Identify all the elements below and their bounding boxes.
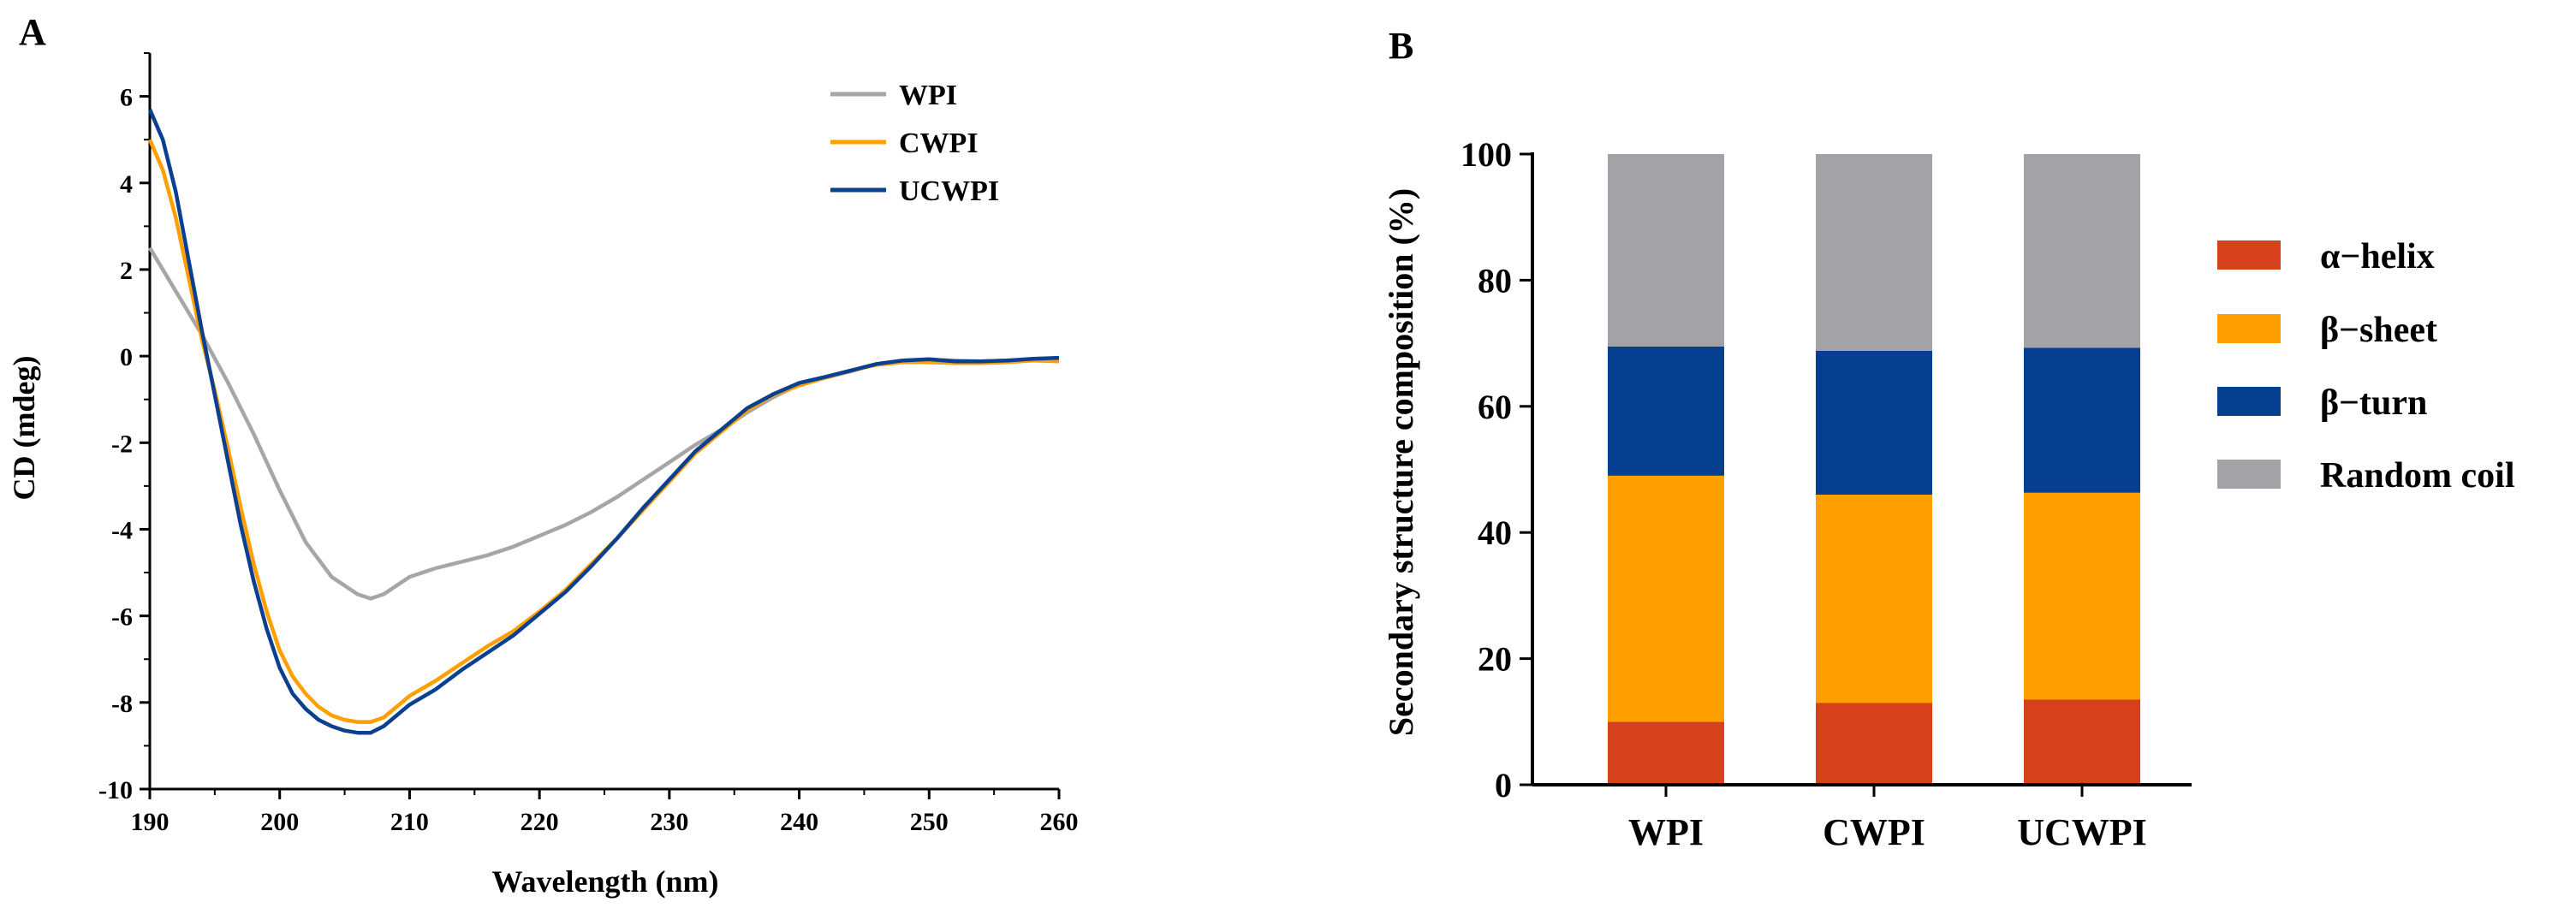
- panel-a-x-tick-label: 190: [131, 808, 170, 836]
- panel-a-y-axis-label: CD (mdeg): [7, 356, 41, 501]
- bar-segment-ucwpi-sheet: [2024, 492, 2140, 700]
- panel-b-y-tick-label: 80: [1478, 261, 1512, 300]
- panel-a-y-ticks: -10 -8 -6 -4 -2 0 2 4 6: [98, 52, 150, 804]
- legend-swatch-helix: [2217, 240, 2281, 270]
- panel-a-y-tick-label: -4: [111, 516, 133, 544]
- panel-a-x-tick-label: 260: [1040, 808, 1079, 836]
- panel-b-legend: α−helix β−sheet β−turn Random coil: [2217, 237, 2515, 496]
- panel-b-x-tick-label-cwpi: CWPI: [1823, 811, 1925, 853]
- series-line-cwpi: [147, 139, 1060, 724]
- series-line-wpi: [148, 246, 1059, 601]
- bar-segment-wpi-turn: [1608, 346, 1724, 476]
- legend-label-turn: β−turn: [2320, 383, 2427, 423]
- panel-b-y-ticks: 0 20 40 60 80 100: [1461, 135, 1532, 804]
- panel-a-x-tick-label: 230: [650, 808, 688, 836]
- bar-segment-cwpi-sheet: [1816, 494, 1932, 703]
- panel-b-x-ticks: WPI CWPI UCWPI: [1628, 785, 2147, 853]
- panel-a-y-tick-label: -10: [98, 776, 133, 804]
- legend-label-cwpi: CWPI: [899, 128, 979, 159]
- panel-b-y-tick-label: 40: [1478, 513, 1512, 552]
- panel-a-y-tick-label: -6: [111, 603, 133, 632]
- bar-segment-cwpi-helix: [1816, 703, 1932, 785]
- legend-label-random-coil: Random coil: [2320, 456, 2515, 496]
- panel-a-y-tick-label: 4: [120, 170, 133, 199]
- panel-a-x-tick-label: 200: [260, 808, 299, 836]
- panel-b-x-tick-label-wpi: WPI: [1628, 811, 1704, 853]
- panel-a-y-tick-label: -8: [111, 690, 133, 718]
- panel-a-y-tick-label: 6: [120, 84, 133, 112]
- panel-b-y-tick-label: 0: [1495, 766, 1512, 804]
- panel-a-x-ticks: 190 200 210 220 230 240 250 260: [131, 789, 1079, 836]
- legend-label-ucwpi: UCWPI: [899, 175, 999, 207]
- panel-a-y-tick-label: 0: [120, 343, 133, 371]
- panel-a-y-tick-label: 2: [120, 257, 133, 285]
- legend-label-sheet: β−sheet: [2320, 311, 2437, 350]
- legend-label-wpi: WPI: [899, 80, 957, 111]
- bar-segment-ucwpi-turn: [2024, 347, 2140, 493]
- panel-a-y-tick-label: -2: [111, 430, 133, 458]
- panel-a-label: A: [19, 11, 46, 53]
- series-line-ucwpi: [147, 108, 1060, 735]
- panel-b-y-tick-label: 20: [1478, 640, 1512, 679]
- panel-a-x-tick-label: 210: [390, 808, 429, 836]
- bar-segment-ucwpi-random-coil: [2024, 154, 2140, 348]
- panel-a-x-axis-label: Wavelength (nm): [492, 864, 719, 899]
- bar-segment-cwpi-turn: [1816, 350, 1932, 495]
- panel-a-series-lines: [147, 108, 1060, 735]
- panel-b-x-tick-label-ucwpi: UCWPI: [2017, 811, 2147, 853]
- panel-b-stacked-bars: [1608, 154, 2140, 785]
- bar-segment-wpi-random-coil: [1608, 154, 1724, 347]
- panel-a-x-tick-label: 250: [910, 808, 949, 836]
- panel-a-x-tick-label: 240: [780, 808, 818, 836]
- panel-a: A -10 -8 -6 -4 -2 0 2 4 6 190 200 210 220 230 240 250 2…: [7, 11, 1079, 899]
- legend-swatch-turn: [2217, 387, 2281, 416]
- panel-b-y-tick-label: 100: [1461, 135, 1512, 174]
- bar-segment-wpi-sheet: [1608, 475, 1724, 722]
- panel-b-label: B: [1389, 25, 1413, 67]
- panel-a-legend: WPI CWPI UCWPI: [830, 80, 999, 207]
- legend-swatch-sheet: [2217, 314, 2281, 343]
- bar-segment-wpi-helix: [1608, 721, 1724, 785]
- panel-b: B Secondary structure composition (%) 0 2…: [1382, 25, 2515, 853]
- legend-label-helix: α−helix: [2320, 237, 2435, 276]
- bar-segment-cwpi-random-coil: [1816, 154, 1932, 351]
- legend-swatch-random-coil: [2217, 460, 2281, 489]
- panel-a-x-tick-label: 220: [521, 808, 559, 836]
- bar-segment-ucwpi-helix: [2024, 699, 2140, 785]
- panel-b-y-tick-label: 60: [1478, 388, 1512, 426]
- panel-b-y-axis-label: Secondary structure composition (%): [1382, 188, 1420, 736]
